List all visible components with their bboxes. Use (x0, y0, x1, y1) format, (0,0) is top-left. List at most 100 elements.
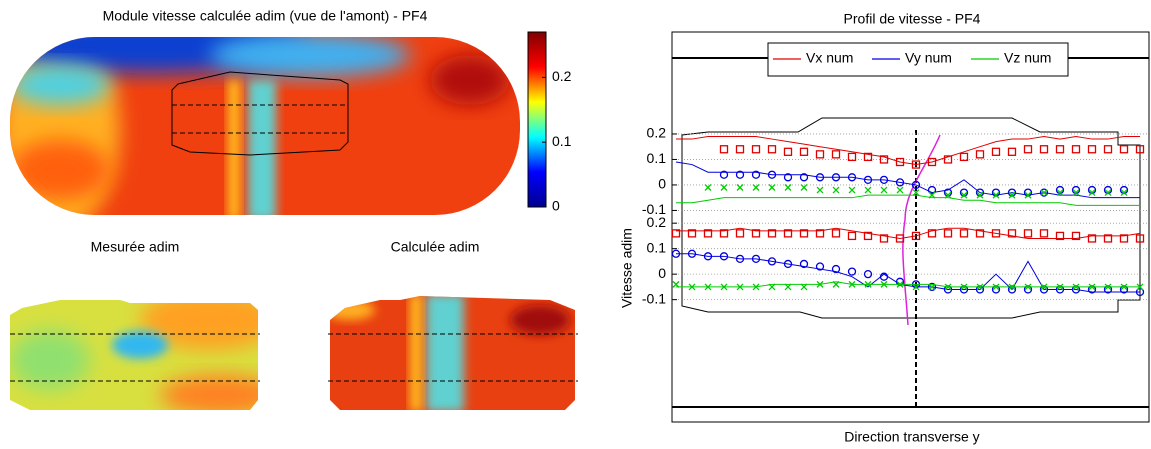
square-marker (959, 229, 969, 238)
x-marker (1024, 191, 1032, 199)
circle-marker (751, 254, 761, 264)
circle-marker (863, 175, 873, 184)
map-field (10, 330, 90, 390)
y-tick-label: 0.1 (647, 239, 667, 255)
square-marker (991, 229, 1001, 238)
x-marker (928, 191, 936, 199)
colorbar-tick-label: 0 (552, 198, 560, 214)
square-marker (799, 229, 809, 238)
map-field (228, 80, 240, 215)
x-marker (944, 283, 952, 291)
circle-marker (1103, 185, 1113, 195)
circle-marker (911, 180, 921, 190)
x-marker (1024, 283, 1032, 291)
square-marker (719, 145, 729, 154)
square-marker (1087, 145, 1097, 154)
square-marker (1071, 231, 1081, 241)
y-tick-label: 0.2 (647, 125, 667, 141)
circle-marker (975, 285, 985, 294)
map-title: Mesurée adim (91, 239, 180, 255)
x-marker (1072, 189, 1080, 197)
circle-marker (879, 272, 889, 281)
square-marker (1135, 234, 1145, 243)
map-field (248, 80, 276, 215)
map-field (140, 300, 258, 350)
circle-marker (687, 249, 697, 258)
x-marker (880, 186, 888, 194)
x-marker (768, 283, 776, 291)
section-outline (681, 117, 1141, 319)
circle-marker (975, 188, 985, 197)
x-marker (1056, 283, 1064, 291)
x-marker (800, 184, 808, 191)
map-field (160, 375, 258, 410)
circle-marker (1007, 188, 1017, 197)
x-marker (736, 184, 744, 191)
x-marker (768, 184, 776, 191)
circle-marker (1071, 285, 1081, 294)
square-marker (799, 147, 809, 156)
x-marker (816, 280, 824, 288)
map-field (112, 331, 168, 359)
plot (671, 57, 1149, 408)
square-marker (879, 234, 889, 243)
circle-marker (671, 249, 681, 258)
x-marker (672, 280, 680, 288)
circle-marker (991, 188, 1001, 197)
circle-marker (1119, 285, 1129, 294)
x-marker (848, 280, 856, 288)
square-marker (911, 160, 921, 169)
square-marker (1007, 147, 1017, 156)
square-marker (943, 155, 953, 164)
main-map (10, 37, 520, 215)
legend-label: Vx num (806, 50, 853, 66)
circle-marker (719, 252, 729, 261)
circle-marker (831, 173, 841, 182)
circle-marker (1103, 285, 1113, 294)
square-marker (1055, 231, 1065, 241)
legend (767, 42, 1069, 77)
x-marker (784, 184, 792, 191)
x-marker (928, 283, 936, 291)
x-marker (976, 283, 984, 291)
series-line (676, 281, 1140, 288)
x-marker (752, 184, 760, 191)
circle-marker (1087, 285, 1097, 294)
square-marker (671, 229, 681, 238)
square-marker (991, 147, 1001, 156)
circle-marker (719, 170, 729, 179)
square-marker (735, 145, 745, 154)
circle-marker (735, 254, 745, 264)
square-marker (1023, 229, 1033, 238)
circle-marker (751, 170, 761, 179)
circle-marker (1007, 285, 1017, 294)
circle-marker (799, 259, 809, 269)
circle-marker (1119, 185, 1129, 195)
x-marker (944, 191, 952, 199)
circle-marker (703, 252, 713, 261)
square-marker (847, 231, 857, 241)
x-marker (960, 191, 968, 199)
square-marker (815, 150, 825, 159)
circle-marker (1055, 185, 1065, 195)
circle-marker (735, 170, 745, 179)
x-marker (912, 189, 920, 197)
series-line (676, 194, 1140, 206)
square-marker (1119, 145, 1129, 154)
colorbar-tick-label: 0.1 (552, 133, 572, 149)
x-marker (1072, 283, 1080, 291)
x-marker (1136, 283, 1144, 291)
square-marker (1119, 234, 1129, 243)
circle-marker (895, 277, 905, 286)
x-marker (720, 184, 728, 191)
plot-area (671, 31, 1150, 423)
circle-marker (927, 282, 937, 292)
square-marker (1007, 229, 1017, 238)
x-marker (1104, 283, 1112, 291)
x-marker (912, 283, 920, 291)
computed-map (330, 296, 575, 410)
square-marker (1023, 145, 1033, 154)
y-axis-label: Vitesse adim (619, 228, 635, 308)
x-marker (992, 283, 1000, 291)
x-marker (1088, 189, 1096, 197)
